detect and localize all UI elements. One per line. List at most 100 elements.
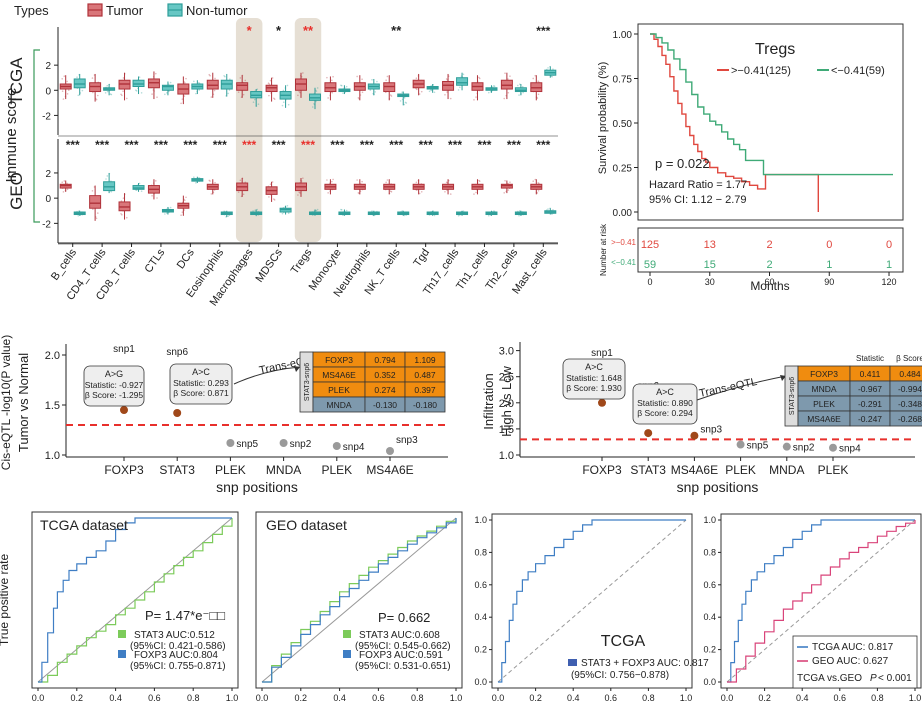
point-label: snp5 <box>747 441 769 452</box>
table-row-header: STAT3-snp6 <box>789 377 796 415</box>
jitter-dot <box>345 85 348 88</box>
table-cell-text: -0.247 <box>858 414 882 424</box>
eqtl-table: STAT3-snp6 Statistic β Score FOXP3 0.411 0.48… <box>784 354 922 427</box>
row-label-geo: GEO <box>7 172 26 210</box>
jitter-dot <box>298 191 300 193</box>
point-snp2 <box>782 442 791 451</box>
risk-title: Number at risk <box>599 223 608 276</box>
jitter-dot <box>504 72 506 75</box>
legend-entry-nontumor: Non-tumor <box>186 3 248 18</box>
callout-bg <box>632 383 698 425</box>
y-tick-label: 2.0 <box>45 350 60 362</box>
table-cell-text: FOXP3 <box>325 355 353 365</box>
table-cell-text: 0.484 <box>899 369 921 379</box>
jitter-dot <box>125 97 128 100</box>
jitter-dot <box>473 99 475 101</box>
jitter-dot <box>503 192 506 194</box>
category-label: MNDA <box>769 463 804 477</box>
jitter-dot <box>327 192 329 194</box>
jitter-dot <box>122 90 124 93</box>
risk-value: 2 <box>766 259 772 271</box>
jitter-dot <box>507 78 509 80</box>
legend-footer: TCGA vs.GEO <box>797 673 862 684</box>
y-axis-label: Survival probability (%) <box>597 62 609 174</box>
table-cell-text: PLEK <box>328 385 350 395</box>
jitter-dot <box>67 89 70 92</box>
risk-value: 0 <box>826 239 832 251</box>
eqtl-table: STAT3-snp6 FOXP3 0.794 1.109 MS4A6E 0.352 0.48… <box>299 351 446 413</box>
significance-mark: *** <box>477 138 491 152</box>
x-tick-label: 1.0 <box>226 693 239 703</box>
category-label: FOXP3 <box>104 463 144 477</box>
jitter-dot <box>385 79 387 82</box>
legend-swatch <box>343 650 351 658</box>
jitter-dot <box>326 179 328 181</box>
y-tick-label: 1.0 <box>703 515 716 525</box>
jitter-dot <box>534 178 537 181</box>
jitter-dot <box>91 190 94 192</box>
jitter-dot <box>268 83 271 85</box>
chart-title: TCGA dataset <box>40 517 128 533</box>
chart-title: TCGA <box>601 633 646 650</box>
jitter-dot <box>242 93 245 96</box>
jitter-dot <box>106 175 109 177</box>
callout-line: Statistic: 0.293 <box>173 378 229 388</box>
x-tick-label: 0.8 <box>187 693 200 703</box>
jitter-dot <box>244 79 247 82</box>
jitter-dot <box>357 97 360 99</box>
jitter-dot <box>369 89 372 91</box>
significance-mark: *** <box>272 138 286 152</box>
jitter-dot <box>405 102 408 104</box>
jitter-dot <box>180 102 182 105</box>
panel-b-survival: 0.00 0.25 0.50 0.75 1.00 Survival probability… <box>597 23 904 293</box>
category-label: FOXP3 <box>582 463 622 477</box>
jitter-dot <box>77 94 80 97</box>
y-tick-label: 0.50 <box>613 119 633 130</box>
jitter-dot <box>385 181 387 184</box>
category-label: B_cells <box>49 246 79 282</box>
jitter-dot <box>478 76 480 79</box>
x-tick-label: 0.2 <box>295 693 308 703</box>
jitter-dot <box>198 89 201 91</box>
jitter-dot <box>223 74 225 77</box>
table-cell-text: MS4A6E <box>807 414 841 424</box>
significance-mark: *** <box>213 138 227 152</box>
jitter-dot <box>445 78 448 80</box>
jitter-dot <box>268 196 270 198</box>
jitter-dot <box>63 180 66 182</box>
jitter-dot <box>252 101 255 104</box>
jitter-dot <box>361 78 363 81</box>
risk-row-label: <−0.41 <box>611 258 636 267</box>
jitter-dot <box>76 76 78 78</box>
jitter-dot <box>316 208 319 211</box>
jitter-dot <box>446 91 448 93</box>
jitter-dot <box>120 93 122 96</box>
km-curve-high <box>650 33 819 212</box>
jitter-dot <box>154 72 157 75</box>
point-snp5 <box>736 440 745 449</box>
table-cell-text: 1.109 <box>414 355 436 365</box>
jitter-dot <box>332 178 334 181</box>
table-cell-text: MS4A6E <box>322 370 356 380</box>
legend-frame <box>792 635 918 689</box>
jitter-dot <box>256 208 259 211</box>
x-tick-label: 0.4 <box>109 693 122 703</box>
jitter-dot <box>92 208 94 210</box>
jitter-dot <box>209 74 211 77</box>
x-tick-label: 1.0 <box>680 693 693 703</box>
point-label: snp1 <box>113 344 135 355</box>
callout-bg <box>169 363 233 405</box>
table-cell-text: 0.794 <box>374 355 396 365</box>
risk-value: 13 <box>704 239 716 251</box>
jitter-dot <box>404 101 407 104</box>
x-tick-label: 0.2 <box>758 693 771 703</box>
jitter-dot <box>475 96 477 98</box>
table-cell-text: -0.967 <box>858 384 882 394</box>
jitter-dot <box>361 91 364 94</box>
callout-title: A>C <box>585 362 603 372</box>
significance-mark: *** <box>330 138 344 152</box>
jitter-dot <box>122 77 125 79</box>
jitter-dot <box>282 89 285 92</box>
jitter-dot <box>109 93 112 95</box>
